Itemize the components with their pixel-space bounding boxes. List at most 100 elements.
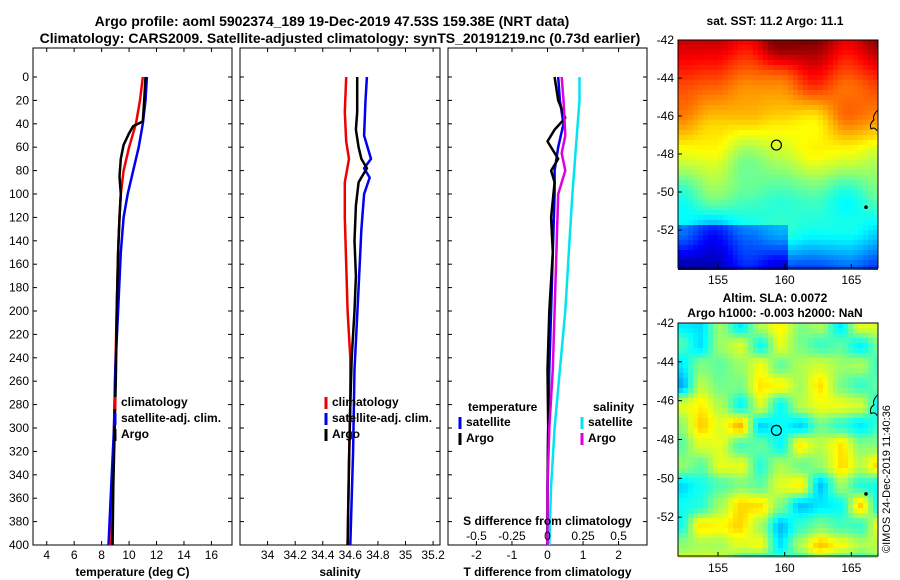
map-cell [773,210,778,215]
map-cell [713,468,718,473]
map-cell [683,513,688,518]
map-cell [853,358,858,363]
sla-map-subtitle: Argo h1000: -0.003 h2000: NaN [687,306,862,320]
map-cell [828,55,833,60]
map-cell [768,353,773,358]
map-cell [843,105,848,110]
map-cell [753,190,758,195]
map-cell [688,508,693,513]
map-cell [783,165,788,170]
map-cell [808,110,813,115]
map-cell [723,90,728,95]
map-cell [718,483,723,488]
map-cell [723,190,728,195]
map-cell [798,130,803,135]
map-cell [693,368,698,373]
map-cell [803,548,808,553]
map-cell [768,255,773,260]
map-cell [783,150,788,155]
map-cell [783,548,788,553]
map-cell [838,155,843,160]
map-cell [838,383,843,388]
map-cell [688,478,693,483]
map-cell [733,463,738,468]
map-cell [848,135,853,140]
map-cell [858,498,863,503]
map-cell [808,388,813,393]
map-cell [743,230,748,235]
legend-entry: satellite-adj. clim. [332,411,432,425]
map-cell [848,175,853,180]
map-cell [713,548,718,553]
y-tick-label: 140 [9,234,29,248]
map-cell [833,383,838,388]
map-cell [688,110,693,115]
map-cell [823,215,828,220]
map-cell [738,323,743,328]
map-cell [748,408,753,413]
map-cell [818,328,823,333]
map-cell [868,80,873,85]
map-cell [698,523,703,528]
map-cell [753,220,758,225]
map-cell [798,418,803,423]
map-cell [703,105,708,110]
map-cell [873,145,878,150]
map-cell [788,95,793,100]
map-cell [693,170,698,175]
map-cell [728,498,733,503]
map-cell [738,358,743,363]
map-cell [763,493,768,498]
map-cell [813,85,818,90]
map-cell [818,473,823,478]
map-cell [848,255,853,260]
map-cell [858,373,863,378]
map-cell [863,260,868,265]
map-cell [803,363,808,368]
map-cell [828,140,833,145]
map-cell [758,200,763,205]
map-cell [758,388,763,393]
map-cell [748,493,753,498]
map-cell [718,478,723,483]
map-cell [803,498,808,503]
map-cell [683,255,688,260]
map-cell [848,513,853,518]
map-cell [683,403,688,408]
map-cell [823,473,828,478]
map-cell [773,255,778,260]
map-cell [743,175,748,180]
map-cell [823,478,828,483]
map-cell [858,448,863,453]
map-cell [798,513,803,518]
map-cell [808,408,813,413]
map-cell [833,403,838,408]
map-cell [738,413,743,418]
map-cell [848,483,853,488]
map-cell [713,493,718,498]
map-cell [853,200,858,205]
map-cell [833,205,838,210]
map-cell [678,443,683,448]
map-cell [803,175,808,180]
map-cell [818,343,823,348]
map-cell [838,75,843,80]
map-cell [778,508,783,513]
map-cell [698,493,703,498]
map-cell [768,180,773,185]
salinity-label: salinity [319,565,361,579]
map-cell [688,140,693,145]
map-cell [713,60,718,65]
map-cell [733,240,738,245]
map-cell [773,493,778,498]
map-cell [783,70,788,75]
map-cell [808,230,813,235]
map-cell [763,185,768,190]
map-cell [733,40,738,45]
map-cell [833,70,838,75]
map-cell [678,135,683,140]
map-cell [803,433,808,438]
map-cell [778,200,783,205]
map-cell [678,533,683,538]
map-cell [768,348,773,353]
